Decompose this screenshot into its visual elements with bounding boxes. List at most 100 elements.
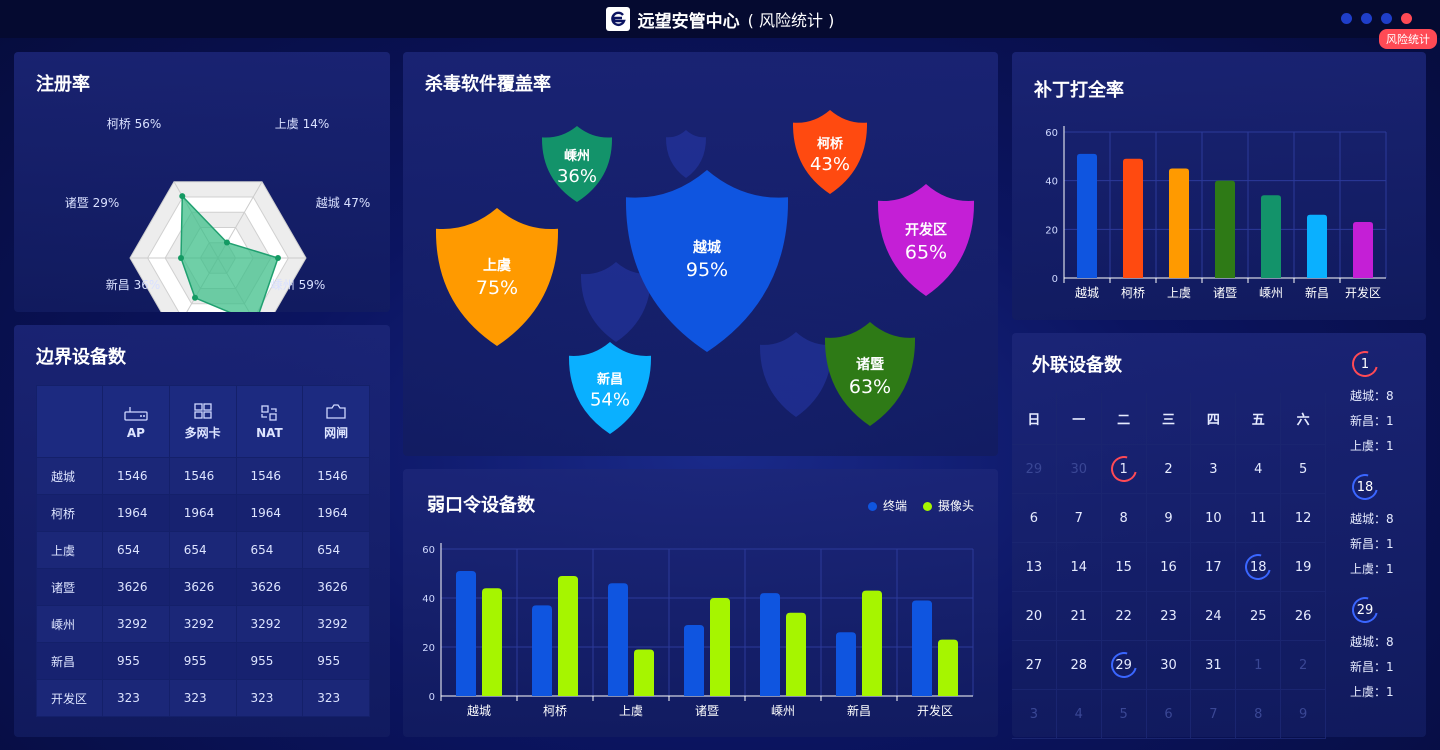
bar[interactable] — [456, 571, 476, 696]
calendar-day[interactable]: 30 — [1056, 445, 1102, 494]
radar-point[interactable] — [192, 294, 199, 301]
calendar-day[interactable]: 27 — [1012, 641, 1057, 690]
radar-point[interactable] — [179, 193, 186, 200]
calendar-day[interactable]: 12 — [1281, 494, 1327, 543]
calendar-day[interactable]: 4 — [1236, 445, 1282, 494]
page-dot[interactable] — [1341, 13, 1352, 24]
calendar-day[interactable]: 30 — [1146, 641, 1192, 690]
calendar-day[interactable]: 2 — [1146, 445, 1192, 494]
calendar-day[interactable]: 21 — [1056, 592, 1102, 641]
bar[interactable] — [1353, 222, 1373, 278]
calendar-day[interactable]: 26 — [1281, 592, 1327, 641]
calendar-day[interactable]: 1 — [1236, 641, 1282, 690]
bar[interactable] — [634, 649, 654, 696]
calendar-day[interactable]: 9 — [1281, 690, 1327, 739]
radar-point[interactable] — [177, 255, 184, 261]
radar-point[interactable] — [274, 255, 281, 261]
shield-6[interactable]: 新昌 54% — [568, 342, 652, 434]
calendar-day[interactable]: 18 — [1236, 543, 1282, 592]
calendar-day[interactable]: 16 — [1146, 543, 1192, 592]
shield-5[interactable]: 开发区 65% — [877, 184, 975, 296]
bar[interactable] — [710, 598, 730, 696]
row-label: 开发区 — [36, 679, 103, 717]
bar[interactable] — [684, 624, 704, 696]
x-tick-label: 嵊州 — [1259, 286, 1283, 300]
calendar-day[interactable]: 28 — [1056, 641, 1102, 690]
detail-day-badge[interactable]: 29 — [1347, 592, 1383, 628]
calendar-day[interactable]: 3 — [1012, 690, 1057, 739]
calendar-day[interactable]: 13 — [1012, 543, 1057, 592]
calendar-day[interactable]: 19 — [1281, 543, 1327, 592]
shield-ghost — [665, 130, 707, 178]
shield-value: 95% — [686, 259, 728, 281]
bar[interactable] — [608, 583, 628, 696]
bar[interactable] — [558, 575, 578, 696]
calendar-day[interactable]: 23 — [1146, 592, 1192, 641]
calendar-day[interactable]: 8 — [1236, 690, 1282, 739]
calendar-day[interactable]: 4 — [1056, 690, 1102, 739]
calendar-day[interactable]: 15 — [1101, 543, 1147, 592]
bar[interactable] — [938, 639, 958, 696]
calendar-day[interactable]: 14 — [1056, 543, 1102, 592]
calendar-day[interactable]: 6 — [1146, 690, 1192, 739]
bar[interactable] — [836, 632, 856, 696]
calendar-day[interactable]: 24 — [1191, 592, 1237, 641]
detail-day-badge[interactable]: 1 — [1347, 346, 1383, 382]
calendar-day[interactable]: 5 — [1101, 690, 1147, 739]
legend-item-camera[interactable]: 摄像头 — [922, 497, 974, 514]
shield-name: 新昌 — [597, 371, 623, 387]
calendar-day[interactable]: 11 — [1236, 494, 1282, 543]
bar[interactable] — [1169, 168, 1189, 279]
calendar-day[interactable]: 29 — [1101, 641, 1147, 690]
shield-2[interactable]: 柯桥 43% — [792, 110, 868, 194]
bar[interactable] — [1077, 153, 1097, 278]
shield-7[interactable]: 诸暨 63% — [824, 322, 916, 426]
bar[interactable] — [760, 593, 780, 696]
panel-title: 杀毒软件覆盖率 — [425, 74, 551, 95]
weekday-label: 日 — [1012, 393, 1057, 445]
calendar-day[interactable]: 7 — [1191, 690, 1237, 739]
weekday-label: 四 — [1191, 393, 1237, 445]
page-dot[interactable] — [1381, 13, 1392, 24]
calendar-day[interactable]: 20 — [1012, 592, 1057, 641]
bar[interactable] — [1307, 214, 1327, 278]
calendar-day[interactable]: 6 — [1012, 494, 1057, 543]
gateway-icon — [326, 404, 346, 419]
detail-day-badge[interactable]: 18 — [1347, 469, 1383, 505]
bar[interactable] — [912, 600, 932, 696]
bar[interactable] — [1261, 195, 1281, 278]
calendar-day[interactable]: 25 — [1236, 592, 1282, 641]
calendar-day-number: 31 — [1205, 657, 1222, 673]
calendar-day[interactable]: 2 — [1281, 641, 1327, 690]
legend-item-terminal[interactable]: 终端 — [867, 497, 907, 514]
bar[interactable] — [1123, 158, 1143, 278]
x-tick-label: 柯桥 — [543, 704, 567, 718]
calendar-day[interactable]: 17 — [1191, 543, 1237, 592]
page-dot[interactable] — [1401, 13, 1412, 24]
calendar-day[interactable]: 31 — [1191, 641, 1237, 690]
calendar-day[interactable]: 29 — [1012, 445, 1057, 494]
bar[interactable] — [1215, 180, 1235, 278]
calendar-day[interactable]: 22 — [1101, 592, 1147, 641]
calendar-day[interactable]: 5 — [1281, 445, 1327, 494]
bar[interactable] — [532, 605, 552, 696]
bar[interactable] — [786, 612, 806, 696]
radar-point[interactable] — [223, 239, 230, 246]
bar[interactable] — [482, 588, 502, 696]
calendar-day[interactable]: 7 — [1056, 494, 1102, 543]
calendar-day[interactable]: 8 — [1101, 494, 1147, 543]
calendar-weekday-row: 日一二三四五六 — [1012, 393, 1327, 445]
calendar-day-number: 5 — [1119, 706, 1128, 722]
day-marker-ring — [1347, 469, 1383, 505]
calendar-day[interactable]: 1 — [1101, 445, 1147, 494]
shield-4[interactable]: 越城 95% — [625, 170, 789, 352]
bar[interactable] — [862, 590, 882, 696]
calendar-day-number: 13 — [1025, 559, 1043, 575]
column-header-multi-nic: 多网卡 — [168, 385, 237, 458]
calendar-day[interactable]: 10 — [1191, 494, 1237, 543]
calendar-day[interactable]: 3 — [1191, 445, 1237, 494]
page-dot[interactable] — [1361, 13, 1372, 24]
shield-1[interactable]: 嵊州 36% — [541, 126, 613, 202]
shield-3[interactable]: 上虞 75% — [435, 208, 559, 346]
calendar-day[interactable]: 9 — [1146, 494, 1192, 543]
